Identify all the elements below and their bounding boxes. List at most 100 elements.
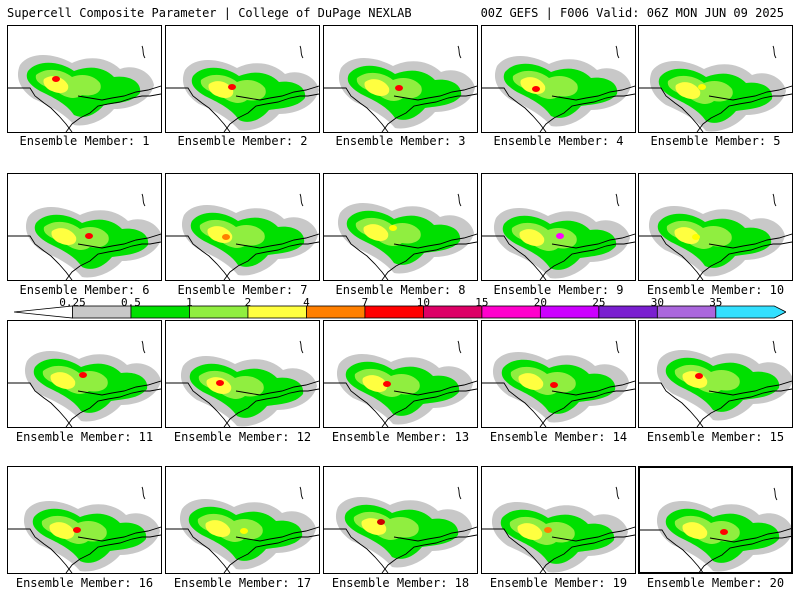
member-map-panel[interactable] (638, 466, 793, 574)
member-map (639, 340, 792, 427)
member-map-panel[interactable] (638, 320, 793, 428)
member-map (639, 45, 792, 132)
lake-outline (457, 193, 462, 207)
scp-2-contour (518, 373, 544, 390)
colorbar-tick-label: 25 (592, 296, 606, 309)
member-map-panel[interactable] (165, 173, 320, 281)
member-map-panel[interactable] (323, 320, 478, 428)
river-line (235, 526, 319, 542)
scp-2-contour (675, 82, 701, 99)
member-label: Ensemble Member: 16 (15, 576, 154, 590)
model-valid-time: 00Z GEFS | F006 Valid: 06Z MON JUN 09 20… (480, 6, 784, 20)
border-line (324, 382, 389, 427)
colorbar-segment (598, 305, 658, 319)
border-line (8, 528, 73, 573)
river-line (708, 380, 792, 396)
member-map-panel[interactable] (481, 466, 636, 574)
coastline (539, 388, 635, 427)
member-map-panel[interactable] (7, 320, 162, 428)
scp-max-core (222, 234, 230, 240)
coastline (696, 241, 792, 280)
river-line (709, 528, 791, 543)
member-map (324, 45, 477, 132)
border-line (324, 87, 389, 132)
map-title: Supercell Composite Parameter | College … (7, 6, 412, 20)
river-line (708, 85, 792, 101)
member-map-panel[interactable] (7, 466, 162, 574)
member-map-panel[interactable] (481, 320, 636, 428)
colorbar-tick-label: 35 (709, 296, 723, 309)
border-line (482, 528, 547, 573)
scp-max-core (395, 85, 403, 91)
coastline (381, 93, 477, 132)
scp-max-core (720, 529, 728, 535)
lake-outline (299, 45, 304, 59)
coastline (381, 534, 477, 573)
lake-outline (615, 340, 620, 354)
border-line (166, 382, 231, 427)
coastline (65, 93, 161, 132)
border-line (8, 87, 73, 132)
member-map-panel[interactable] (638, 25, 793, 133)
member-map-panel[interactable] (7, 25, 162, 133)
member-map (640, 487, 791, 572)
member-label: Ensemble Member: 11 (15, 430, 154, 444)
scp-max-core (692, 234, 700, 240)
member-map-panel[interactable] (323, 173, 478, 281)
river-line (77, 233, 161, 249)
scp-max-core (695, 373, 703, 379)
lake-outline (141, 486, 146, 500)
coastline (539, 534, 635, 573)
member-map-panel[interactable] (323, 466, 478, 574)
member-label: Ensemble Member: 2 (177, 134, 308, 148)
coastline (696, 388, 792, 427)
coastline (223, 534, 319, 573)
river-line (77, 380, 161, 396)
member-map-panel[interactable] (481, 25, 636, 133)
member-label: Ensemble Member: 7 (177, 283, 308, 297)
scp-2-contour (50, 372, 76, 389)
coastline (381, 388, 477, 427)
river-line (551, 85, 635, 101)
colorbar-tick-label: 2 (244, 296, 252, 309)
scp-2-contour (51, 228, 77, 245)
member-map (166, 45, 319, 132)
member-label: Ensemble Member: 18 (331, 576, 470, 590)
scp-max-core (79, 372, 87, 378)
member-map (166, 193, 319, 280)
member-map (324, 193, 477, 280)
lake-outline (772, 340, 777, 354)
member-label: Ensemble Member: 10 (646, 283, 785, 297)
coastline (223, 241, 319, 280)
member-label: Ensemble Member: 8 (335, 283, 466, 297)
member-label: Ensemble Member: 4 (493, 134, 624, 148)
member-map-panel[interactable] (165, 466, 320, 574)
member-map-panel[interactable] (638, 173, 793, 281)
member-map-panel[interactable] (323, 25, 478, 133)
lake-outline (457, 45, 462, 59)
member-map-panel[interactable] (165, 320, 320, 428)
member-map (482, 193, 635, 280)
scp-max-core (228, 84, 236, 90)
border-line (166, 528, 231, 573)
member-map-panel[interactable] (481, 173, 636, 281)
lake-outline (772, 45, 777, 59)
river-line (235, 380, 319, 396)
coastline (65, 388, 161, 427)
member-map-panel[interactable] (165, 25, 320, 133)
colorbar-segment (539, 305, 600, 319)
coastline (696, 93, 792, 132)
border-line (482, 235, 547, 280)
member-map (324, 340, 477, 427)
member-label: Ensemble Member: 19 (489, 576, 628, 590)
river-line (235, 85, 319, 101)
scp-max-core (85, 233, 93, 239)
member-label: Ensemble Member: 15 (646, 430, 785, 444)
coastline (539, 241, 635, 280)
colorbar-segment (422, 305, 483, 319)
scp-2-contour (205, 520, 231, 537)
river-line (393, 526, 477, 542)
member-map (8, 45, 161, 132)
member-map (166, 340, 319, 427)
member-map-panel[interactable] (7, 173, 162, 281)
